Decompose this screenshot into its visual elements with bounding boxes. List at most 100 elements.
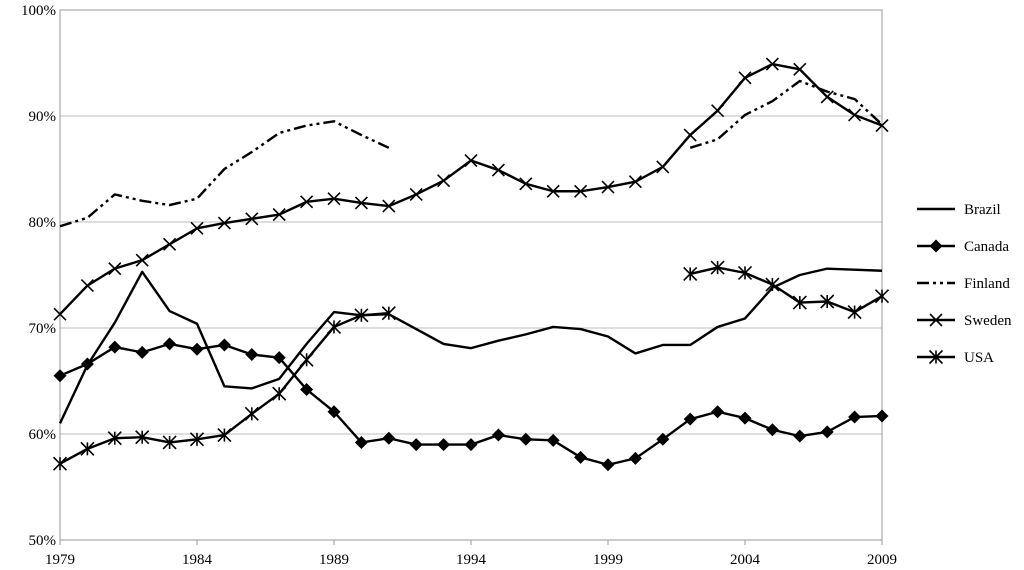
point-sweden bbox=[245, 212, 259, 226]
point-canada bbox=[765, 423, 779, 437]
legend-item-finland: Finland bbox=[917, 276, 1010, 292]
series-line-finland bbox=[689, 79, 883, 149]
point-sweden bbox=[491, 163, 505, 177]
point-canada bbox=[190, 342, 204, 356]
legend: Brazil Canada Finland Sweden USA bbox=[917, 202, 1012, 366]
point-sweden bbox=[628, 175, 642, 189]
legend-item-sweden: Sweden bbox=[917, 313, 1012, 329]
legend-item-canada: Canada bbox=[917, 239, 1009, 255]
x-axis-tick-labels: 1979 1984 1989 1994 1999 2004 2009 bbox=[45, 540, 897, 568]
point-canada bbox=[382, 431, 396, 445]
point-canada bbox=[820, 425, 834, 439]
point-sweden bbox=[300, 195, 314, 209]
point-canada bbox=[53, 369, 67, 383]
point-sweden bbox=[601, 180, 615, 194]
point-sweden bbox=[272, 208, 286, 222]
x-tick-label: 2004 bbox=[730, 552, 761, 568]
point-sweden bbox=[163, 237, 177, 251]
point-usa bbox=[874, 289, 890, 304]
x-tick-label: 1994 bbox=[456, 552, 487, 568]
point-canada bbox=[354, 435, 368, 449]
point-usa bbox=[217, 427, 232, 443]
point-canada bbox=[875, 409, 889, 423]
point-canada bbox=[738, 411, 752, 425]
point-usa bbox=[52, 456, 68, 471]
y-tick-label: 90% bbox=[29, 109, 57, 125]
point-sweden bbox=[108, 262, 122, 276]
point-sweden bbox=[574, 184, 588, 198]
point-usa bbox=[354, 308, 369, 323]
series-line-finland bbox=[59, 120, 390, 228]
point-sweden bbox=[711, 104, 725, 118]
point-sweden bbox=[354, 196, 368, 210]
point-canada bbox=[163, 337, 177, 351]
legend-marker-sweden bbox=[929, 313, 943, 327]
plot-area-frame bbox=[59, 9, 883, 541]
point-sweden bbox=[738, 71, 752, 85]
point-canada bbox=[327, 405, 341, 419]
point-canada bbox=[409, 438, 423, 452]
point-usa bbox=[299, 352, 314, 367]
y-tick-label: 60% bbox=[29, 427, 57, 443]
x-tick-label: 1989 bbox=[319, 552, 349, 568]
point-sweden bbox=[683, 128, 697, 142]
legend-marker-canada bbox=[929, 239, 943, 253]
grid-lines bbox=[60, 9, 882, 541]
legend-marker-usa bbox=[928, 349, 944, 365]
series-line-brazil bbox=[58, 267, 883, 424]
series-canada bbox=[53, 337, 889, 472]
point-usa bbox=[381, 306, 396, 321]
series-usa bbox=[52, 260, 890, 471]
point-usa bbox=[107, 431, 122, 446]
point-canada bbox=[135, 345, 149, 359]
point-sweden bbox=[53, 307, 67, 321]
point-canada bbox=[80, 357, 94, 371]
point-canada bbox=[628, 451, 642, 465]
point-canada bbox=[711, 405, 725, 419]
point-usa bbox=[765, 277, 780, 292]
point-usa bbox=[162, 435, 177, 450]
x-tick-label: 1979 bbox=[45, 552, 75, 568]
point-sweden bbox=[765, 57, 779, 71]
point-sweden bbox=[135, 253, 149, 267]
series-line-sweden bbox=[59, 62, 883, 316]
point-canada bbox=[245, 348, 259, 361]
legend-label-brazil: Brazil bbox=[964, 202, 1001, 218]
point-usa bbox=[847, 305, 862, 320]
series-group bbox=[52, 57, 890, 472]
point-canada bbox=[848, 410, 862, 424]
x-tick-label: 2009 bbox=[867, 552, 897, 568]
point-usa bbox=[683, 266, 698, 282]
point-sweden bbox=[656, 160, 670, 174]
point-usa bbox=[189, 432, 205, 447]
y-tick-label: 80% bbox=[29, 215, 57, 231]
y-tick-label: 70% bbox=[29, 321, 57, 337]
point-canada bbox=[793, 429, 807, 443]
legend-label-sweden: Sweden bbox=[964, 313, 1012, 329]
point-canada bbox=[108, 340, 122, 354]
point-canada bbox=[519, 432, 533, 446]
point-usa bbox=[820, 294, 835, 309]
point-canada bbox=[656, 432, 670, 446]
x-tick-label: 1999 bbox=[593, 552, 623, 568]
point-usa bbox=[135, 430, 150, 445]
legend-label-finland: Finland bbox=[964, 276, 1010, 292]
point-sweden bbox=[793, 62, 807, 76]
point-canada bbox=[601, 458, 615, 472]
point-sweden bbox=[80, 279, 94, 293]
x-tick-label: 1984 bbox=[182, 552, 213, 568]
point-sweden bbox=[382, 199, 396, 213]
point-canada bbox=[683, 412, 697, 426]
point-usa bbox=[792, 295, 807, 310]
y-axis-tick-labels: 50% 60% 70% 80% 90% 100% bbox=[21, 3, 56, 549]
point-sweden bbox=[409, 187, 423, 202]
legend-item-brazil: Brazil bbox=[917, 202, 1001, 218]
point-sweden bbox=[437, 174, 451, 188]
y-tick-label: 100% bbox=[21, 3, 56, 19]
series-finland bbox=[59, 79, 883, 228]
point-canada bbox=[491, 428, 505, 442]
point-sweden bbox=[327, 192, 341, 206]
point-canada bbox=[464, 438, 478, 452]
legend-label-usa: USA bbox=[964, 350, 994, 366]
